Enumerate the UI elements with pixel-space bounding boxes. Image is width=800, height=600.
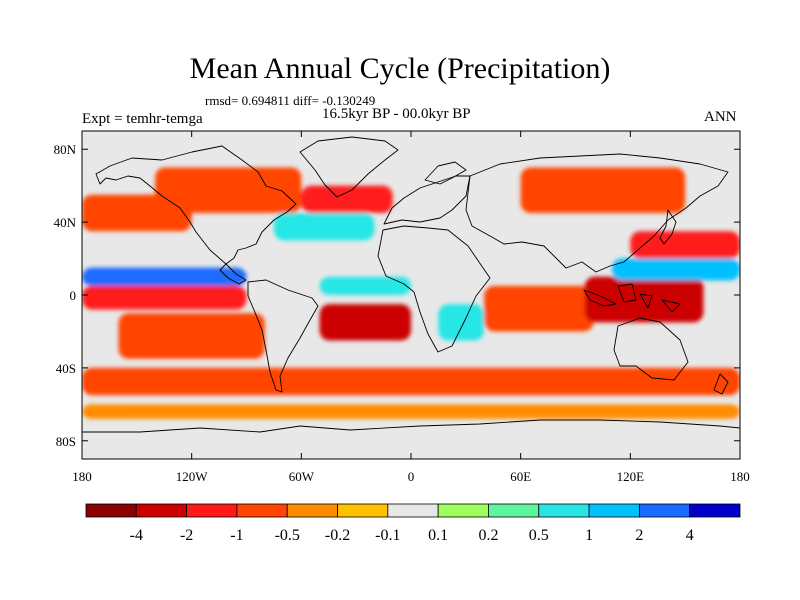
colorbar-label: 2 [635, 527, 643, 544]
y-tick-label: 80N [54, 142, 77, 157]
precipitation-anomaly-map [82, 131, 740, 459]
colorbar-swatch [135, 503, 188, 518]
x-tick-label: 0 [408, 469, 415, 484]
coastline-africa [377, 225, 491, 353]
colorbar-swatch [387, 503, 439, 518]
anomaly-maritime-continent-dry [584, 276, 704, 323]
coastline-indonesia [583, 283, 681, 313]
anomaly-north-atlantic-wet [273, 213, 375, 241]
colorbar-swatch [85, 503, 137, 518]
x-tick-label: 60W [289, 469, 315, 484]
colorbar-label: 0.1 [428, 527, 448, 544]
colorbar-swatch [186, 503, 238, 518]
x-tick-label: 120E [617, 469, 645, 484]
x-tick-label: 60E [510, 469, 531, 484]
x-tick-label: 120W [176, 469, 209, 484]
anomaly-south-pacific-dry [118, 313, 265, 359]
colorbar-label: -2 [180, 527, 193, 544]
x-tick-label: 180 [730, 469, 750, 484]
colorbar-swatch [337, 503, 389, 518]
coastline-asia [465, 153, 729, 273]
colorbar: -4 -2 -1 -0.5 -0.2 -0.1 0.1 0.2 0.5 1 2 4 [85, 503, 741, 544]
colorbar-label: 0.2 [478, 527, 498, 544]
experiment-label: Expt = temhr-temga [82, 111, 203, 127]
colorbar-label: 4 [686, 527, 694, 544]
anomaly-indian-ocean-dry [484, 285, 594, 332]
colorbar-swatch [488, 503, 540, 518]
map-title: Mean Annual Cycle (Precipitation) [189, 52, 611, 85]
x-tick-label: 180 [72, 469, 92, 484]
colorbar-swatch [286, 503, 338, 518]
anomaly-tropical-pacific-dry-band [82, 285, 247, 310]
y-tick-label: 0 [70, 288, 77, 303]
colorbar-swatch [689, 503, 741, 518]
colorbar-label: 0.5 [529, 527, 549, 544]
colorbar-swatch [638, 503, 691, 518]
season-label: ANN [704, 109, 737, 125]
anomaly-southern-ocean-dry [82, 367, 740, 396]
stats-line: rmsd= 0.694811 diff= -0.130249 [205, 93, 376, 108]
colorbar-label: -0.1 [375, 527, 400, 544]
coastline-scandinavia [424, 161, 467, 185]
colorbar-swatch [588, 503, 640, 518]
colorbar-label: -0.2 [325, 527, 350, 544]
colorbar-swatch [437, 503, 489, 518]
coastline-greenland [299, 136, 399, 198]
anomaly-tropical-pacific-wet-band [82, 267, 247, 286]
anomaly-north-atlantic-dry [301, 185, 393, 213]
coastline-antarctica [82, 419, 740, 433]
anomaly-north-america-dry [155, 167, 302, 213]
map-axes: 180 120W 60W 0 60E 120E 180 80N 40N 0 40S 80S [54, 131, 750, 484]
coastline-japan [659, 209, 677, 245]
anomaly-antarctic-margin-dry [82, 404, 740, 419]
y-tick-label: 40N [54, 215, 77, 230]
coastline-south-america [247, 279, 319, 393]
colorbar-swatch [236, 503, 288, 518]
anomaly-siberia-dry [520, 167, 686, 213]
anomaly-equatorial-atlantic-wet [319, 276, 411, 295]
colorbar-label: -4 [130, 527, 143, 544]
anomaly-southern-africa-wet [438, 304, 485, 341]
coastline-north-america [95, 145, 297, 285]
colorbar-label: -0.5 [275, 527, 300, 544]
coastline-new-zealand [713, 373, 729, 395]
y-tick-label: 40S [56, 361, 76, 376]
colorbar-label: -1 [230, 527, 243, 544]
colorbar-label: 1 [585, 527, 593, 544]
anomaly-west-pacific-wet [612, 258, 740, 281]
y-tick-label: 80S [56, 434, 76, 449]
anomaly-northwest-pacific-dry [630, 231, 740, 259]
anomaly-south-atlantic-dry [319, 304, 411, 341]
colorbar-swatch [538, 503, 590, 518]
period-line: 16.5kyr BP - 00.0kyr BP [322, 106, 471, 122]
coastline-australia [613, 317, 689, 381]
